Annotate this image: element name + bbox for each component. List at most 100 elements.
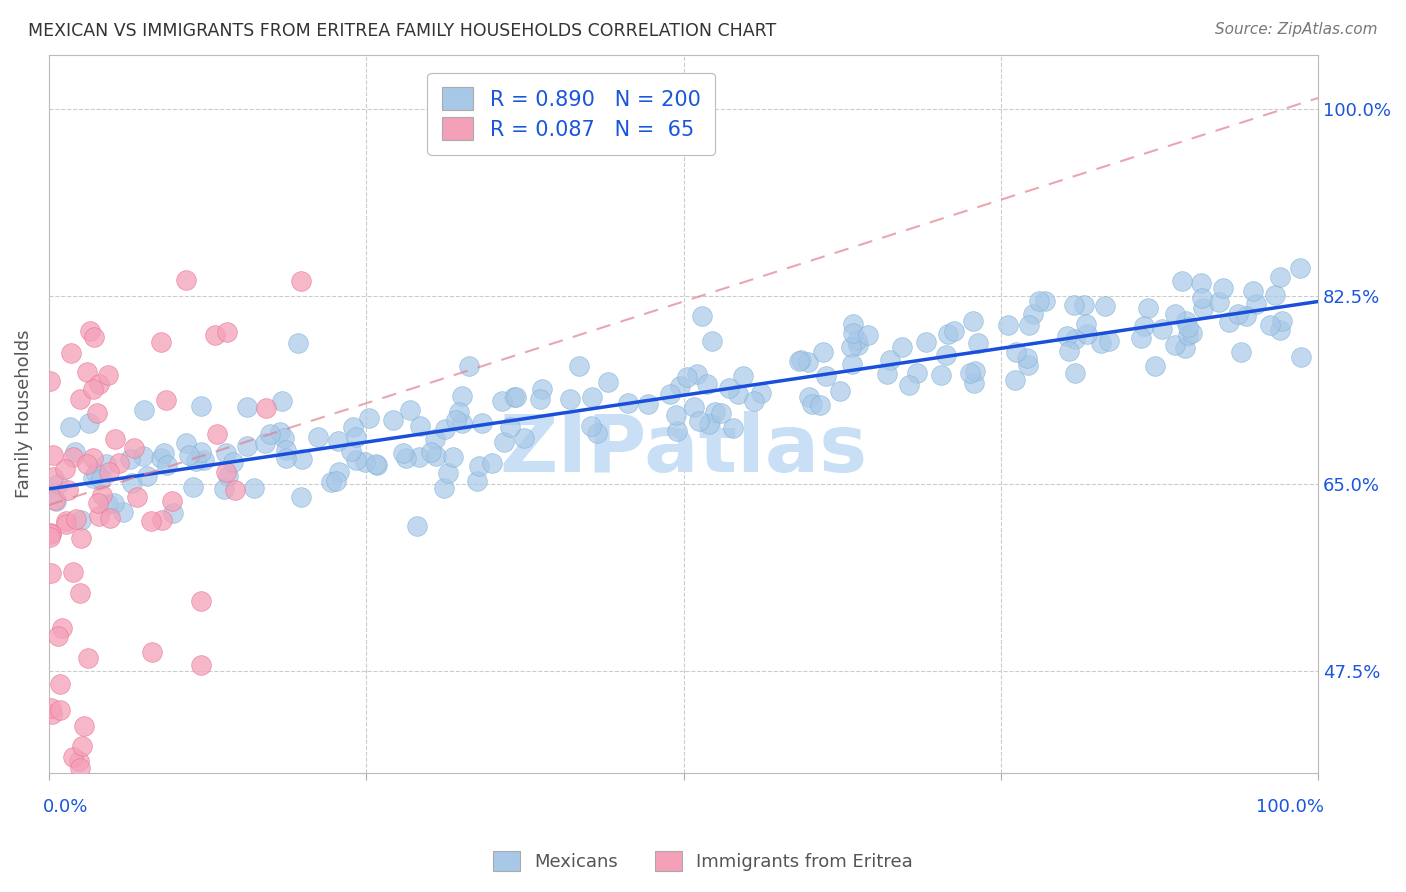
Point [51, 621, 73, 635]
Point [669, 378, 692, 392]
Point [1226, 307, 1249, 321]
Point [471, 416, 494, 430]
Point [83, 330, 105, 344]
Point [139, 515, 162, 529]
Point [405, 519, 427, 533]
Point [581, 390, 603, 404]
Point [63, 445, 86, 459]
Point [269, 425, 291, 439]
Point [325, 474, 347, 488]
Point [42, 470, 65, 484]
Point [55, 516, 77, 531]
Point [42, 448, 65, 462]
Point [366, 457, 388, 471]
Point [846, 338, 869, 352]
Point [683, 401, 706, 415]
Point [67, 755, 90, 769]
Point [568, 359, 591, 373]
Point [291, 452, 314, 467]
Point [690, 309, 713, 323]
Point [704, 405, 727, 419]
Point [1175, 314, 1198, 328]
Point [39, 530, 62, 544]
Point [828, 384, 851, 398]
Text: ZIPatlas: ZIPatlas [499, 411, 868, 489]
Point [162, 507, 184, 521]
Point [666, 425, 689, 439]
Point [103, 496, 125, 510]
Point [531, 382, 554, 396]
Point [60, 346, 83, 360]
Point [800, 397, 823, 411]
Point [1064, 333, 1087, 347]
Point [423, 432, 446, 446]
Point [69, 586, 91, 600]
Point [150, 450, 173, 465]
Point [1133, 318, 1156, 333]
Point [963, 364, 986, 378]
Point [190, 399, 212, 413]
Point [1098, 334, 1121, 348]
Point [1291, 350, 1313, 364]
Point [841, 357, 863, 371]
Point [905, 366, 928, 380]
Point [121, 476, 143, 491]
Point [82, 451, 104, 466]
Point [790, 353, 813, 368]
Point [915, 334, 938, 349]
Point [69, 761, 91, 775]
Point [181, 480, 204, 494]
Point [155, 392, 177, 407]
Point [1192, 301, 1215, 315]
Point [963, 376, 986, 390]
Point [177, 448, 200, 462]
Point [425, 449, 447, 463]
Point [290, 274, 312, 288]
Point [107, 456, 129, 470]
Point [686, 368, 709, 382]
Text: Source: ZipAtlas.com: Source: ZipAtlas.com [1215, 22, 1378, 37]
Point [132, 449, 155, 463]
Point [1004, 373, 1026, 387]
Point [697, 417, 720, 431]
Point [150, 334, 173, 349]
Point [56, 483, 79, 497]
Point [339, 443, 361, 458]
Point [48, 677, 70, 691]
Point [97, 368, 120, 382]
Point [204, 327, 226, 342]
Point [190, 445, 212, 459]
Point [617, 396, 640, 410]
Point [215, 465, 238, 479]
Point [787, 354, 810, 368]
Point [342, 419, 364, 434]
Text: MEXICAN VS IMMIGRANTS FROM ERITREA FAMILY HOUSEHOLDS CORRELATION CHART: MEXICAN VS IMMIGRANTS FROM ERITREA FAMIL… [28, 22, 776, 40]
Point [174, 435, 197, 450]
Point [190, 594, 212, 608]
Point [449, 405, 471, 419]
Point [433, 422, 456, 436]
Point [1017, 351, 1039, 365]
Point [41, 527, 63, 541]
Point [749, 386, 772, 401]
Point [1241, 284, 1264, 298]
Point [224, 483, 246, 498]
Point [1234, 310, 1257, 324]
Point [89, 377, 111, 392]
Legend: Mexicans, Immigrants from Eritrea: Mexicans, Immigrants from Eritrea [486, 844, 920, 879]
Point [797, 390, 820, 404]
Point [41, 706, 63, 721]
Point [481, 456, 503, 470]
Point [845, 334, 868, 348]
Point [70, 739, 93, 754]
Point [55, 514, 77, 528]
Point [141, 645, 163, 659]
Point [1271, 314, 1294, 328]
Point [742, 393, 765, 408]
Point [382, 412, 405, 426]
Point [1057, 343, 1080, 358]
Point [184, 454, 207, 468]
Point [319, 475, 342, 490]
Point [96, 458, 118, 472]
Point [811, 344, 834, 359]
